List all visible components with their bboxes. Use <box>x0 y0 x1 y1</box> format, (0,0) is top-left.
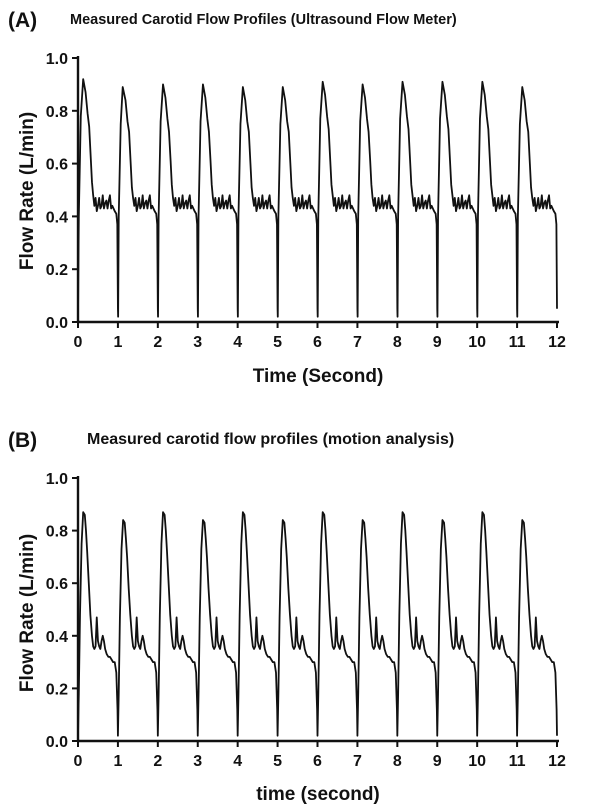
panel-b-y-tick-label: 0.2 <box>46 681 68 698</box>
panel-a-x-tick-label: 2 <box>153 334 162 351</box>
panel-b-title: Measured carotid flow profiles (motion a… <box>87 431 454 448</box>
panel-b-x-tick-label: 6 <box>313 753 322 770</box>
panel-b-x-tick-label: 4 <box>233 753 242 770</box>
panel-b-x-tick-label: 8 <box>393 753 402 770</box>
panel-a-x-tick-label: 8 <box>393 334 402 351</box>
panel-a-x-tick-label: 9 <box>433 334 442 351</box>
panel-a-y-tick-label: 0.8 <box>46 104 68 121</box>
panel-b-x-tick-label: 11 <box>509 753 526 770</box>
panel-b-x-tick-label: 10 <box>468 753 486 770</box>
panel-b-x-tick-label: 1 <box>113 753 122 770</box>
panel-b-x-tick-label: 0 <box>74 753 83 770</box>
panel-b-x-tick-label: 3 <box>193 753 202 770</box>
panel-a-y-tick-label: 0.0 <box>46 315 68 332</box>
panel-a-x-tick-label: 5 <box>273 334 282 351</box>
panel-b-y-tick-label: 0.0 <box>46 734 68 751</box>
panel-b-x-tick-label: 12 <box>548 753 566 770</box>
panel-a-plot: 0.00.20.40.60.81.00 1 2 3 4 5 6 7 8 9 10 11 12 <box>46 51 566 351</box>
panel-a-x-tick-label: 1 <box>113 334 122 351</box>
panel-b-x-tick-label: 2 <box>153 753 162 770</box>
panel-b-y-tick-label: 0.6 <box>46 576 68 593</box>
panel-b-y-tick-label: 0.4 <box>46 629 68 646</box>
panel-a-x-tick-label: 3 <box>193 334 202 351</box>
panel-a-letter: (A) <box>8 9 37 32</box>
panel-b-x-tick-label: 9 <box>433 753 442 770</box>
panel-a-flow-series-line <box>77 78 558 318</box>
panel-a-x-tick-label: 11 <box>509 334 526 351</box>
panel-a-x-tick-label: 0 <box>74 334 83 351</box>
panel-b-letter: (B) <box>8 429 37 452</box>
panel-a-y-axis-label: Flow Rate (L/min) <box>17 112 38 270</box>
panel-a-x-tick-label: 12 <box>548 334 566 351</box>
panel-a-x-tick-label: 4 <box>233 334 242 351</box>
panel-b-x-tick-label: 7 <box>353 753 362 770</box>
panel-a: (A) Measured Carotid Flow Profiles (Ultr… <box>8 9 566 387</box>
panel-b-plot: 0.00.20.40.60.81.00 1 2 3 4 5 6 7 8 9 10 11 12 <box>46 471 566 770</box>
panel-b: (B) Measured carotid flow profiles (moti… <box>8 429 566 805</box>
panel-a-x-tick-label: 6 <box>313 334 322 351</box>
panel-a-y-tick-label: 0.4 <box>46 209 68 226</box>
panel-b-y-tick-label: 0.8 <box>46 524 68 541</box>
panel-a-x-axis-label: Time (Second) <box>253 366 384 387</box>
panel-a-x-tick-label: 7 <box>353 334 362 351</box>
panel-b-x-tick-label: 5 <box>273 753 282 770</box>
panel-b-y-axis-label: Flow Rate (L/min) <box>17 534 38 692</box>
panel-a-title: Measured Carotid Flow Profiles (Ultrasou… <box>70 12 457 28</box>
panel-b-flow-series-line <box>77 511 558 737</box>
panel-b-y-tick-label: 1.0 <box>46 471 68 488</box>
panel-a-y-tick-label: 1.0 <box>46 51 68 68</box>
panel-a-x-tick-label: 10 <box>468 334 486 351</box>
panel-a-y-tick-label: 0.6 <box>46 157 68 174</box>
panel-b-x-axis-label: time (second) <box>256 784 380 805</box>
panel-a-y-tick-label: 0.2 <box>46 262 68 279</box>
